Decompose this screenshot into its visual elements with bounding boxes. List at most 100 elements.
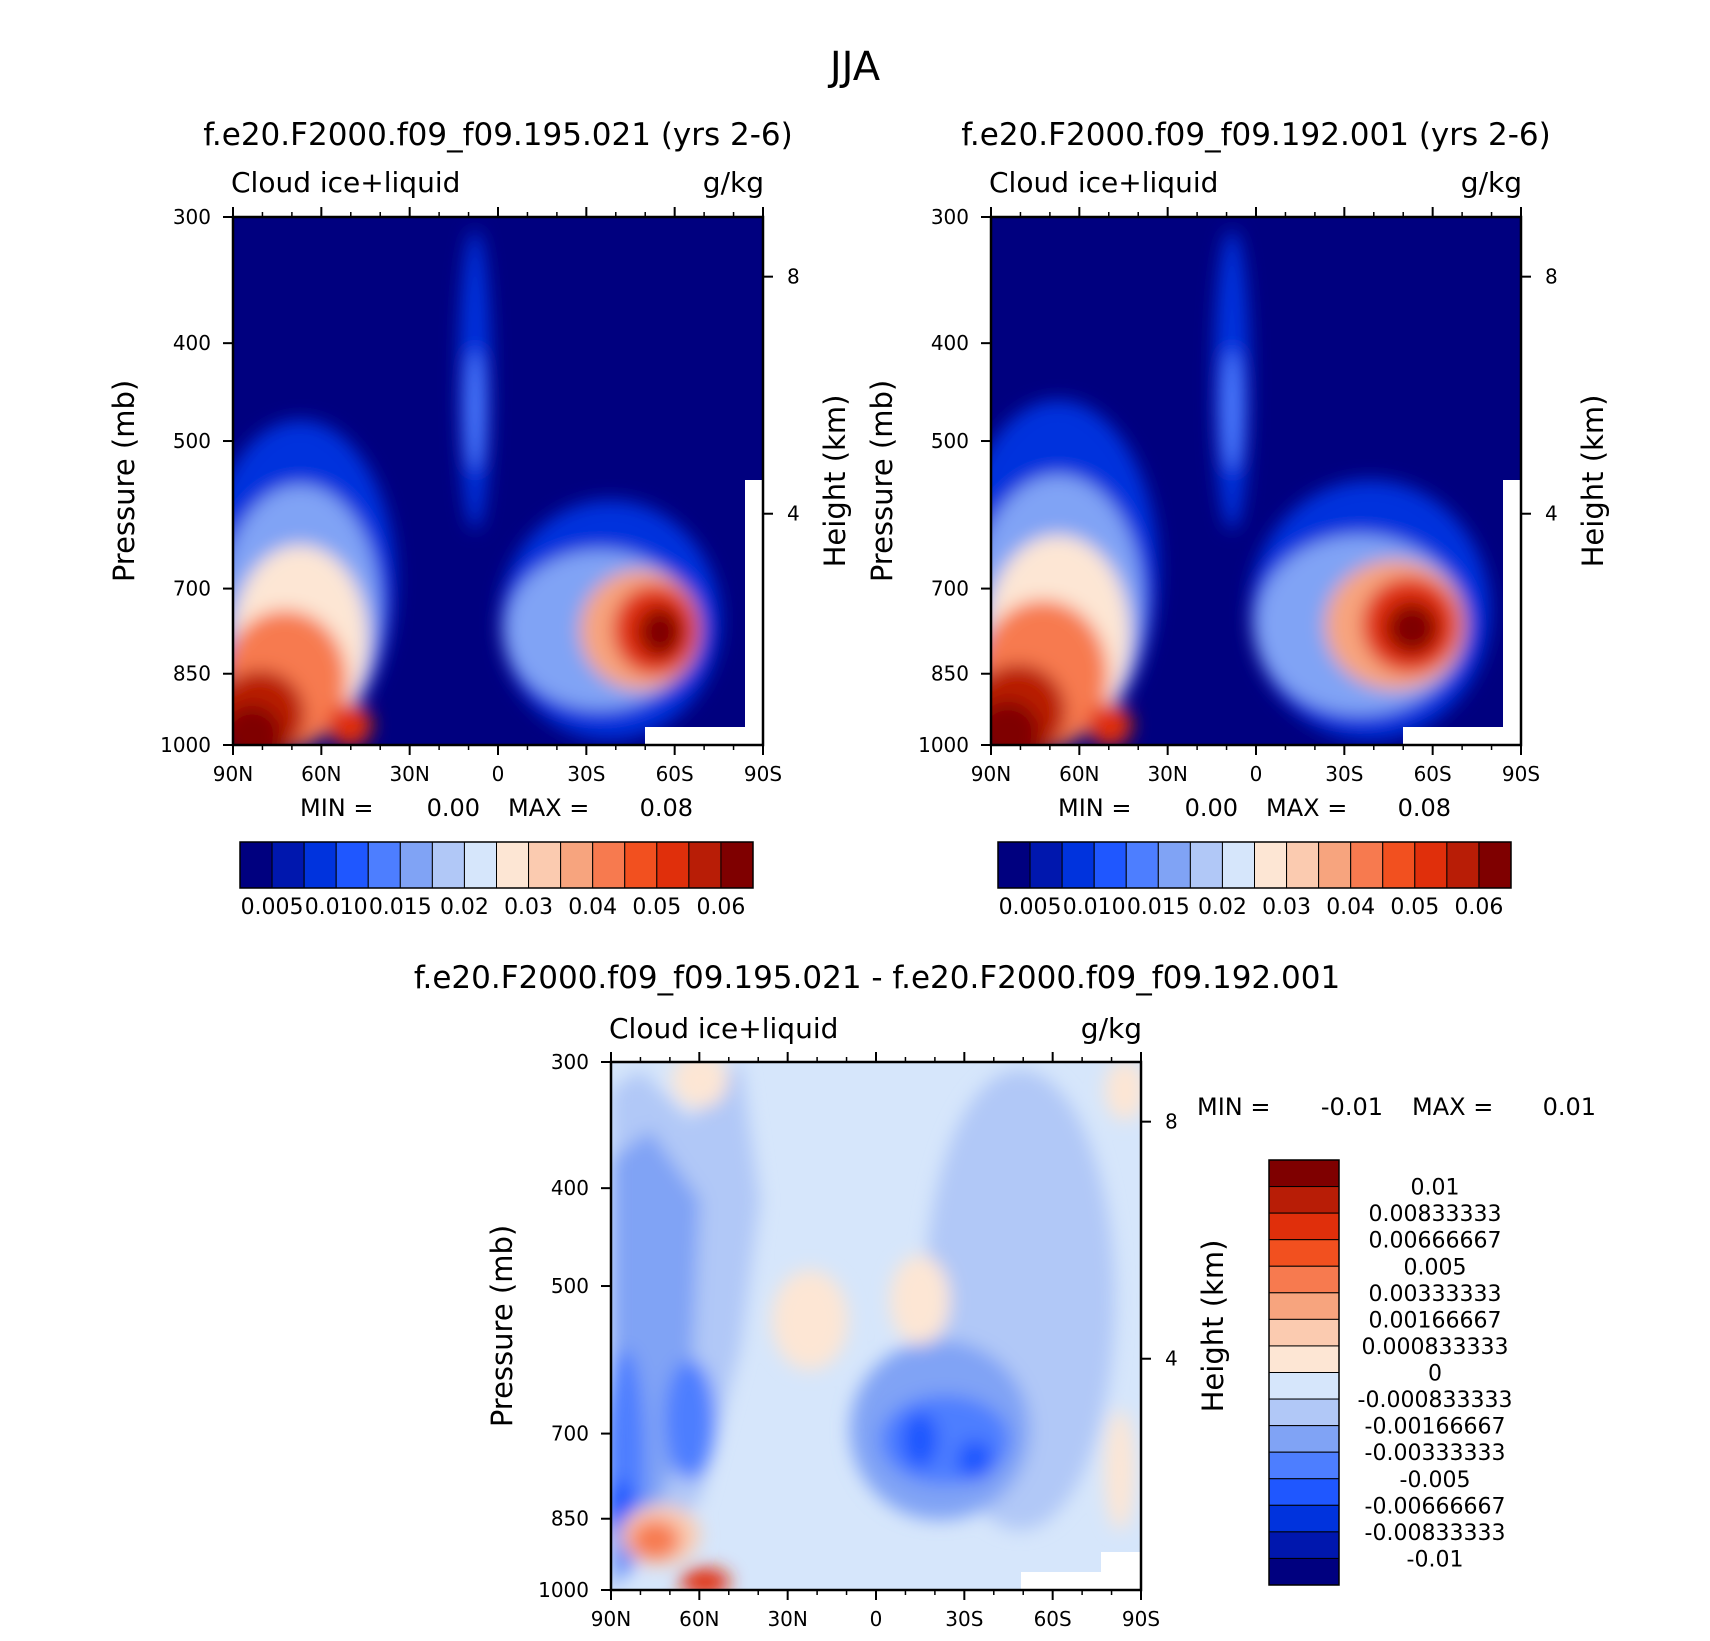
colorbar-label: 0.010 — [305, 895, 368, 920]
panel-b-min-value: 0.00 — [1185, 794, 1238, 822]
colorbar-swatch — [496, 841, 530, 889]
colorbar-swatch — [624, 841, 658, 889]
colorbar-label: 0.005 — [241, 895, 304, 920]
panel-a-colorbar: 0.005 0.010 0.015 0.02 0.03 0.04 0.05 0.06 — [239, 841, 754, 920]
y-tick-label: 300 — [551, 1050, 589, 1074]
colorbar-frame — [239, 841, 754, 889]
colorbar-swatch — [1268, 1159, 1340, 1188]
colorbar-label: -0.00833333 — [1365, 1521, 1506, 1546]
y-right-tick-label: 8 — [1165, 1110, 1178, 1134]
contour-top-pos-2 — [1105, 1062, 1141, 1120]
colorbar-swatch — [431, 841, 465, 889]
figure-title: JJA — [827, 44, 881, 90]
colorbar-swatch — [1254, 841, 1288, 889]
panel-b-axes: 90N 60N 30N 0 30S 60S 90S 300 400 500 700 850 1000 8 4 — [918, 205, 1558, 786]
contour-eq-core — [1223, 350, 1241, 470]
colorbar-swatch — [1189, 841, 1223, 889]
colorbar-label: 0.02 — [440, 895, 489, 920]
x-tick-label: 90N — [213, 762, 253, 786]
contour-nh-pos-surface — [680, 1568, 730, 1590]
panel-c-ylabel: Pressure (mb) — [485, 1225, 519, 1427]
y-tick-label: 700 — [931, 577, 969, 601]
y-right-tick-label: 8 — [1545, 265, 1558, 289]
y-tick-label: 500 — [173, 429, 211, 453]
colorbar-swatch — [463, 841, 497, 889]
colorbar-swatch — [997, 841, 1031, 889]
colorbar-swatch — [1318, 841, 1352, 889]
panel-b-title: f.e20.F2000.f09_f09.192.001 (yrs 2-6) — [961, 117, 1551, 153]
y-tick-label: 300 — [931, 205, 969, 229]
colorbar-swatch — [1268, 1478, 1340, 1506]
y-tick-label: 400 — [551, 1176, 589, 1200]
panel-b-colorbar: 0.005 0.010 0.015 0.02 0.03 0.04 0.05 0.06 — [997, 841, 1512, 920]
colorbar-label: 0.015 — [369, 895, 432, 920]
contour-sh-core — [638, 607, 682, 657]
y-tick-label: 500 — [551, 1274, 589, 1298]
colorbar-swatch — [1268, 1504, 1340, 1533]
colorbar-label: 0.03 — [504, 895, 553, 920]
colorbar-swatch — [1268, 1451, 1340, 1480]
panel-a-min-label: MIN = — [300, 794, 373, 822]
y-right-tick-label: 4 — [1165, 1347, 1178, 1371]
panel-c-colorbar: 0.010.008333330.006666670.0050.003333330… — [1268, 1159, 1512, 1586]
y-tick-label: 1000 — [918, 733, 969, 757]
panel-a-min-value: 0.00 — [427, 794, 480, 822]
colorbar-swatch — [1125, 841, 1159, 889]
panel-c-field — [611, 1062, 1141, 1590]
x-tick-label: 30N — [1147, 762, 1187, 786]
y-right-tick-label: 4 — [787, 502, 800, 526]
contour-eq-pos-2 — [890, 1255, 950, 1345]
colorbar-swatch — [1382, 841, 1416, 889]
colorbar-swatch — [1446, 841, 1480, 889]
colorbar-swatch — [1268, 1186, 1340, 1214]
panel-b-ylabel-right: Height (km) — [1576, 395, 1610, 568]
colorbar-label: 0.04 — [568, 895, 617, 920]
colorbar-swatch — [271, 841, 305, 889]
panel-c-axes: 90N 60N 30N 0 30S 60S 90S 300 400 500 700 850 1000 8 4 — [538, 1050, 1178, 1631]
panel-a-variable-label: Cloud ice+liquid — [231, 166, 460, 199]
colorbar-label: -0.00333333 — [1365, 1441, 1506, 1466]
x-tick-label: 60N — [679, 1607, 719, 1631]
colorbar-swatch — [1414, 841, 1448, 889]
y-tick-label: 1000 — [538, 1578, 589, 1602]
colorbar-swatch — [1478, 841, 1512, 889]
missing-surface-antarctica — [1503, 480, 1521, 745]
contour-nh-neg-inner-2 — [665, 1360, 715, 1480]
colorbar-label: 0.00833333 — [1369, 1202, 1502, 1227]
x-tick-label: 90N — [591, 1607, 631, 1631]
contour-nh-secondary — [1088, 703, 1132, 745]
colorbar-swatch — [1268, 1265, 1340, 1294]
panel-b-min-label: MIN = — [1058, 794, 1131, 822]
colorbar-swatch — [1268, 1372, 1340, 1400]
colorbar-label: -0.01 — [1407, 1547, 1464, 1572]
colorbar-swatch — [1093, 841, 1127, 889]
colorbar-label: 0.00166667 — [1369, 1308, 1502, 1333]
panel-c-ylabel-right: Height (km) — [1196, 1240, 1230, 1413]
panel-c-units-label: g/kg — [1081, 1012, 1142, 1045]
colorbar-swatch — [303, 841, 337, 889]
x-tick-label: 30S — [945, 1607, 983, 1631]
panel-b-max-value: 0.08 — [1398, 794, 1451, 822]
colorbar-swatch — [656, 841, 690, 889]
panel-a-axes: 90N 60N 30N 0 30S 60S 90S 300 400 500 700 850 1000 8 4 — [160, 205, 800, 786]
x-tick-label: 60N — [301, 762, 341, 786]
y-tick-label: 700 — [551, 1422, 589, 1446]
y-tick-label: 500 — [931, 429, 969, 453]
missing-surface-sh — [1403, 727, 1521, 745]
contour-eq-pos — [772, 1270, 848, 1370]
contour-nh-pos-inner — [630, 1520, 680, 1560]
colorbar-label: -0.00166667 — [1365, 1415, 1506, 1440]
y-tick-label: 1000 — [160, 733, 211, 757]
panel-c-variable-label: Cloud ice+liquid — [609, 1012, 838, 1045]
panel-b-ylabel: Pressure (mb) — [865, 380, 899, 582]
colorbar-swatch — [1268, 1425, 1340, 1453]
colorbar-label: 0.00666667 — [1369, 1229, 1502, 1254]
colorbar-label: 0.02 — [1198, 895, 1247, 920]
colorbar-swatch — [399, 841, 433, 889]
panel-a-max-label: MAX = — [508, 794, 589, 822]
y-tick-label: 400 — [931, 331, 969, 355]
contour-sh-neg-core-2 — [957, 1440, 993, 1480]
colorbar-label: 0.03 — [1262, 895, 1311, 920]
panel-a: f.e20.F2000.f09_f09.195.021 (yrs 2-6) Cl… — [107, 117, 852, 920]
panel-a-units-label: g/kg — [703, 166, 764, 199]
